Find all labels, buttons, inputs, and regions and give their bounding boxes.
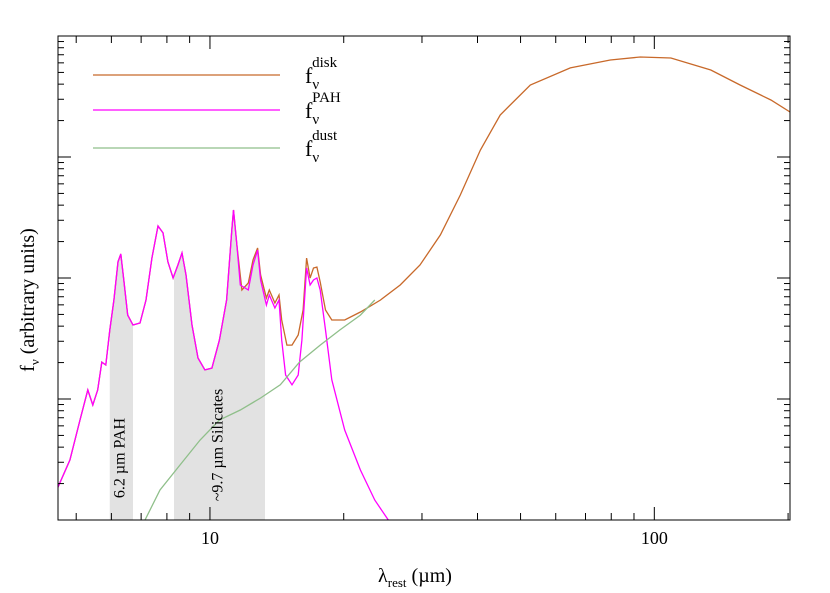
legend-subscript: ν (312, 112, 319, 128)
band-label: ~9.7 µm Silicates (210, 389, 227, 502)
legend-name: dust (312, 128, 338, 144)
plot-area (58, 56, 790, 520)
y-axis-label: fν (arbitrary units) (17, 228, 42, 372)
band-label: 6.2 µm PAH (112, 417, 129, 498)
y-axis-label-rest: (arbitrary units) (17, 228, 39, 359)
y-axis-label-sub: ν (27, 359, 42, 365)
x-axis-label-main: λ (378, 565, 388, 587)
line-disk (58, 56, 790, 488)
y-axis-label-main: f (17, 365, 39, 372)
legend-name: disk (312, 55, 338, 71)
legend-label: fν disk (305, 55, 338, 93)
legend-symbol: f (305, 63, 313, 88)
line-dust (144, 299, 376, 520)
legend-symbol: f (305, 136, 313, 161)
legend-label: fν dust (305, 128, 338, 166)
x-axis-label-sub: rest (388, 575, 407, 590)
legend-label: fν PAH (305, 90, 341, 128)
line-pah (58, 209, 389, 520)
plot-frame (57, 35, 791, 521)
legend-subscript: ν (312, 77, 319, 93)
x-tick-label: 100 (641, 528, 668, 548)
legend-name: PAH (312, 90, 341, 106)
x-tick-label: 10 (201, 528, 219, 548)
legend-symbol: f (305, 98, 313, 123)
x-axis-label: λrest (µm) (378, 565, 452, 590)
x-axis-label-rest: (µm) (407, 565, 452, 587)
legend-subscript: ν (312, 150, 319, 166)
